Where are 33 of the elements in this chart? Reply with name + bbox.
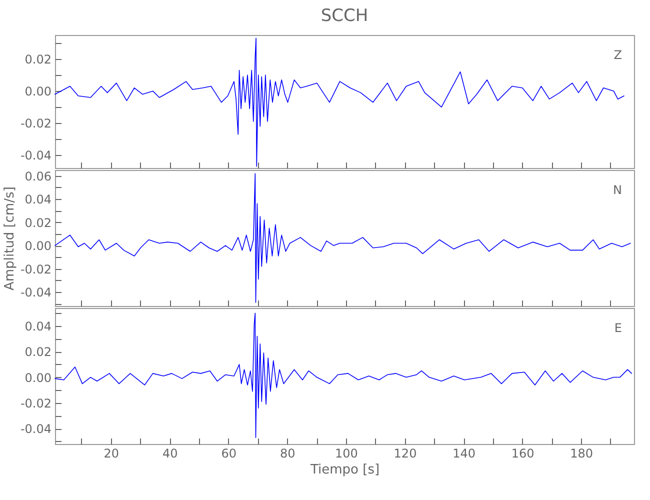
x-tick-label: 140	[452, 446, 476, 460]
x-tick-label: 20	[104, 446, 119, 460]
chart-title: SCCH	[320, 6, 368, 26]
annotation: Z	[614, 48, 622, 62]
y-tick-label: 0.06	[24, 169, 52, 184]
y-axis-title: Amplitud [cm/s]	[2, 186, 18, 290]
line-series	[54, 38, 624, 167]
x-tick-label: 100	[335, 446, 358, 460]
y-tick-label: -0.04	[20, 286, 52, 300]
y-tick-label: 0.00	[24, 370, 52, 385]
y-tick-label: -0.02	[20, 116, 52, 131]
annotation: E	[614, 321, 622, 335]
y-tick-label: 0.04	[24, 192, 52, 207]
y-tick-label: -0.02	[20, 262, 52, 276]
x-tick-label: 120	[394, 446, 417, 460]
x-tick-label: 80	[280, 446, 296, 460]
y-tick-label: 0.00	[24, 239, 52, 254]
annotation: N	[613, 183, 622, 197]
y-tick-label: 0.02	[24, 216, 52, 230]
y-tick-label: -0.04	[20, 148, 52, 163]
line-series	[54, 173, 631, 303]
y-tick-label: 0.02	[24, 345, 52, 360]
x-tick-label: 60	[221, 446, 237, 460]
y-tick-label: 0.02	[24, 52, 52, 67]
x-tick-label: 180	[570, 446, 594, 460]
x-tick-label: 160	[511, 446, 534, 460]
y-tick-label: -0.04	[20, 422, 52, 436]
y-tick-label: 0.04	[24, 319, 52, 334]
x-tick-label: 40	[162, 446, 178, 460]
line-series	[54, 312, 632, 438]
x-axis-title: Tiempo [s]	[309, 462, 380, 478]
y-tick-label: 0.00	[24, 84, 52, 99]
y-tick-label: -0.02	[20, 396, 52, 410]
